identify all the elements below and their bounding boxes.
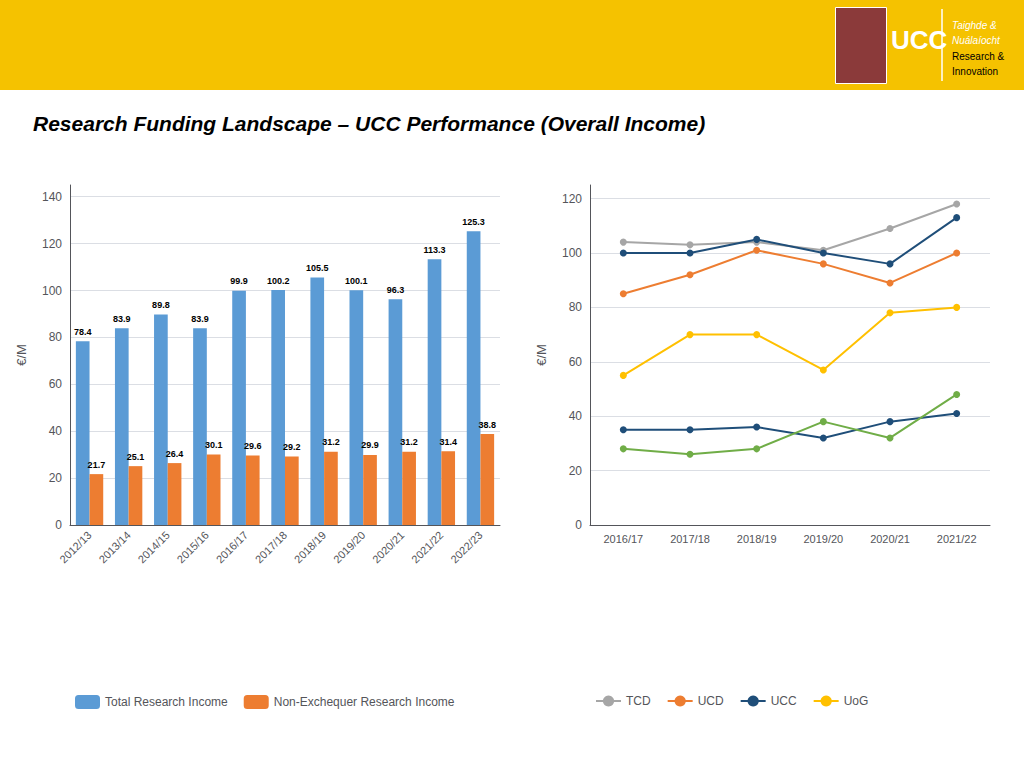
svg-text:83.9: 83.9 xyxy=(113,314,131,324)
svg-text:40: 40 xyxy=(569,409,583,423)
svg-text:125.3: 125.3 xyxy=(462,217,485,227)
svg-text:26.4: 26.4 xyxy=(166,449,184,459)
svg-text:2022/23: 2022/23 xyxy=(448,529,485,566)
svg-text:100: 100 xyxy=(42,284,62,298)
svg-text:31.4: 31.4 xyxy=(439,437,457,447)
svg-text:Innovation: Innovation xyxy=(952,66,998,77)
svg-text:2016/17: 2016/17 xyxy=(214,529,251,566)
svg-text:2018/19: 2018/19 xyxy=(292,529,329,566)
svg-text:UCC: UCC xyxy=(891,25,948,55)
svg-text:105.5: 105.5 xyxy=(306,263,329,273)
svg-text:80: 80 xyxy=(49,330,63,344)
svg-text:21.7: 21.7 xyxy=(88,460,106,470)
svg-text:Research &: Research & xyxy=(952,51,1005,62)
svg-text:2019/20: 2019/20 xyxy=(803,533,843,545)
svg-text:2013/14: 2013/14 xyxy=(96,529,133,566)
svg-text:Nuálaíocht: Nuálaíocht xyxy=(952,35,1001,46)
svg-text:20: 20 xyxy=(49,471,63,485)
svg-text:40: 40 xyxy=(49,424,63,438)
svg-text:UoG: UoG xyxy=(844,694,869,708)
svg-text:31.2: 31.2 xyxy=(322,437,340,447)
svg-text:83.9: 83.9 xyxy=(191,314,209,324)
svg-text:100.2: 100.2 xyxy=(267,276,290,286)
svg-text:2019/20: 2019/20 xyxy=(331,529,368,566)
svg-text:Taighde &: Taighde & xyxy=(952,20,997,31)
svg-text:31.2: 31.2 xyxy=(400,437,418,447)
svg-text:UCC: UCC xyxy=(771,694,797,708)
svg-text:2012/13: 2012/13 xyxy=(57,529,94,566)
svg-text:2020/21: 2020/21 xyxy=(870,533,910,545)
svg-text:2015/16: 2015/16 xyxy=(174,529,211,566)
svg-text:29.2: 29.2 xyxy=(283,442,301,452)
svg-text:113.3: 113.3 xyxy=(424,245,446,255)
svg-text:96.3: 96.3 xyxy=(387,285,405,295)
svg-text:60: 60 xyxy=(569,355,583,369)
svg-text:80: 80 xyxy=(569,300,583,314)
svg-text:99.9: 99.9 xyxy=(230,276,248,286)
svg-text:25.1: 25.1 xyxy=(127,452,145,462)
svg-text:2018/19: 2018/19 xyxy=(737,533,777,545)
svg-text:29.9: 29.9 xyxy=(361,440,379,450)
svg-text:20: 20 xyxy=(569,464,583,478)
svg-text:0: 0 xyxy=(55,518,62,532)
svg-text:UCD: UCD xyxy=(698,694,724,708)
svg-text:Total Research Income: Total Research Income xyxy=(105,695,228,709)
svg-text:2014/15: 2014/15 xyxy=(135,529,172,566)
svg-text:2017/18: 2017/18 xyxy=(253,529,290,566)
svg-text:Non-Exchequer Research Income: Non-Exchequer Research Income xyxy=(274,695,455,709)
svg-text:2017/18: 2017/18 xyxy=(670,533,710,545)
svg-text:TCD: TCD xyxy=(626,694,651,708)
svg-text:140: 140 xyxy=(42,190,62,204)
svg-text:38.8: 38.8 xyxy=(479,420,497,430)
svg-text:30.1: 30.1 xyxy=(205,440,223,450)
svg-text:2021/22: 2021/22 xyxy=(409,529,446,566)
svg-text:0: 0 xyxy=(575,518,582,532)
svg-text:2021/22: 2021/22 xyxy=(937,533,977,545)
svg-text:2016/17: 2016/17 xyxy=(603,533,643,545)
svg-text:100: 100 xyxy=(562,246,582,260)
svg-text:100.1: 100.1 xyxy=(345,276,368,286)
svg-text:2020/21: 2020/21 xyxy=(370,529,407,566)
svg-text:89.8: 89.8 xyxy=(152,300,170,310)
svg-text:Research Funding Landscape – U: Research Funding Landscape – UCC Perform… xyxy=(33,112,705,135)
svg-text:€/M: €/M xyxy=(14,344,29,366)
svg-text:120: 120 xyxy=(562,192,582,206)
svg-text:€/M: €/M xyxy=(534,344,549,366)
svg-text:29.6: 29.6 xyxy=(244,441,262,451)
svg-text:120: 120 xyxy=(42,237,62,251)
svg-text:78.4: 78.4 xyxy=(74,327,92,337)
svg-text:60: 60 xyxy=(49,377,63,391)
